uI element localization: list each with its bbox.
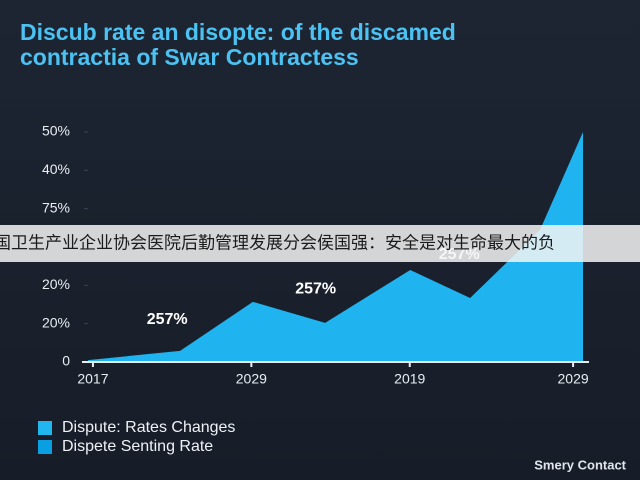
y-tick-label: 40%	[42, 161, 70, 177]
banner-text: 国卫生产业企业协会医院后勤管理发展分会侯国强：安全是对生命最大的负	[0, 233, 555, 252]
annotation: 257%	[295, 280, 336, 297]
legend-swatch	[38, 421, 52, 435]
banner-bg	[0, 225, 640, 262]
chart-title: contractia of Swar Contractess	[20, 44, 359, 70]
y-tick-label: 0	[62, 353, 70, 369]
legend-swatch	[38, 440, 52, 454]
legend-label: Dispute: Rates Changes	[62, 419, 235, 436]
footer: Smery Contact	[534, 457, 626, 472]
y-tick-label: 20%	[42, 314, 70, 330]
area	[88, 132, 583, 362]
annotation: 257%	[147, 311, 188, 328]
x-tick-label: 2017	[77, 371, 108, 387]
chart-title: Discub rate an disopte: of the discamed	[20, 19, 456, 45]
y-tick-label: 20%	[42, 276, 70, 292]
x-tick-label: 2029	[558, 371, 589, 387]
legend-label: Dispete Senting Rate	[62, 438, 213, 455]
x-tick-label: 2029	[236, 371, 267, 387]
x-tick-label: 2019	[394, 371, 425, 387]
y-tick-label: 50%	[42, 123, 70, 139]
y-tick-label: 75%	[42, 199, 70, 215]
